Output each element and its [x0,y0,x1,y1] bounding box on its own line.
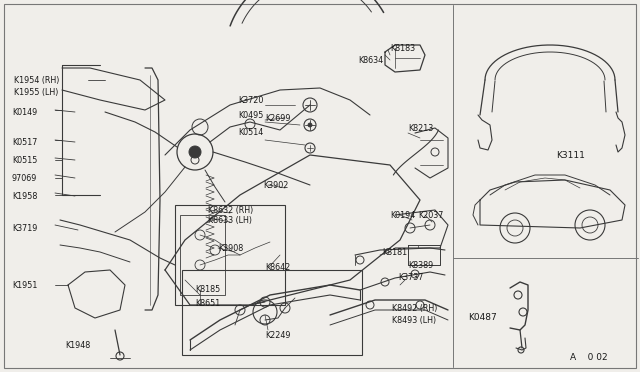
Text: K0194: K0194 [390,211,415,219]
Text: K2699: K2699 [265,113,291,122]
Text: K1951: K1951 [12,280,37,289]
Text: A    0 02: A 0 02 [570,353,607,362]
Text: K1955 (LH): K1955 (LH) [14,87,58,96]
Text: K1958: K1958 [12,192,37,201]
Bar [182,270,362,355]
Text: K8634: K8634 [358,55,383,64]
Text: K3902: K3902 [263,180,289,189]
Circle shape [308,123,312,127]
Circle shape [189,146,201,158]
Text: K3719: K3719 [12,224,37,232]
Text: K2037: K2037 [418,211,444,219]
Text: K0495: K0495 [238,110,264,119]
Text: K8183: K8183 [390,44,415,52]
Text: K0517: K0517 [12,138,37,147]
Text: K3720: K3720 [238,96,264,105]
Text: K0149: K0149 [12,108,37,116]
Bar [180,215,225,295]
Text: K2249: K2249 [265,330,291,340]
Text: K0515: K0515 [12,155,37,164]
Text: 97069: 97069 [12,173,37,183]
Text: K3737: K3737 [398,273,424,282]
Text: K1954 (RH): K1954 (RH) [14,76,60,84]
Text: K8642: K8642 [265,263,291,273]
Text: K8651: K8651 [195,298,220,308]
Text: K8181: K8181 [382,247,407,257]
Text: K8633 (LH): K8633 (LH) [208,215,252,224]
Text: K1948: K1948 [65,340,90,350]
Text: K8185: K8185 [195,285,220,295]
Text: K8389: K8389 [408,260,433,269]
Text: K0514: K0514 [238,128,263,137]
Bar [175,205,285,305]
Text: K3111: K3111 [556,151,585,160]
Text: K8632 (RH): K8632 (RH) [208,205,253,215]
Text: K0487: K0487 [468,314,497,323]
Text: K8493 (LH): K8493 (LH) [392,315,436,324]
Text: K3908: K3908 [218,244,243,253]
Text: K8213: K8213 [408,124,433,132]
Text: K8492 (RH): K8492 (RH) [392,304,437,312]
